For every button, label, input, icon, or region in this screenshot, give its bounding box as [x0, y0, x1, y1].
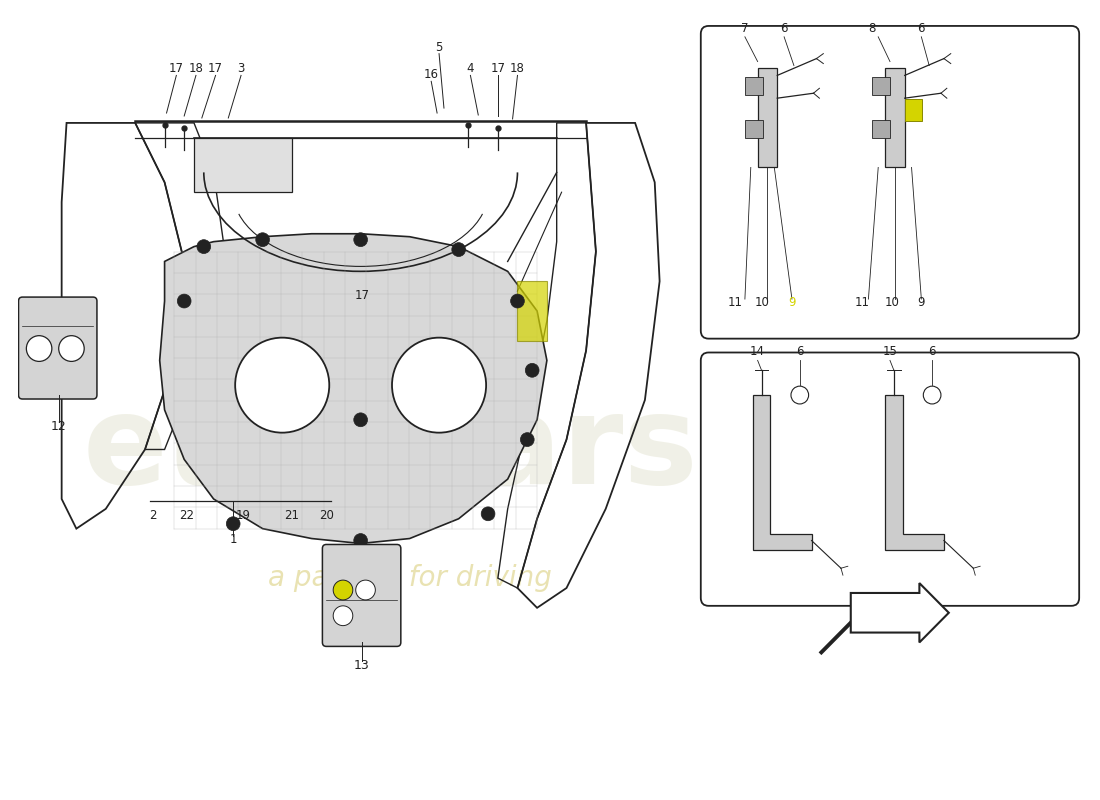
Polygon shape	[752, 395, 812, 550]
Text: 18: 18	[188, 62, 204, 75]
Polygon shape	[517, 282, 547, 341]
Circle shape	[58, 336, 85, 362]
Text: 2: 2	[150, 509, 156, 522]
Text: 15: 15	[882, 346, 898, 358]
Text: 18: 18	[510, 62, 525, 75]
Circle shape	[333, 580, 353, 600]
Text: 6: 6	[796, 346, 803, 358]
Text: 17: 17	[168, 62, 184, 75]
Text: 7: 7	[741, 22, 749, 35]
Polygon shape	[758, 69, 778, 167]
Text: 11: 11	[855, 296, 870, 309]
Text: 3: 3	[238, 62, 244, 75]
Text: 22: 22	[178, 509, 194, 522]
Circle shape	[235, 338, 329, 433]
Circle shape	[526, 363, 539, 378]
Circle shape	[392, 338, 486, 433]
Polygon shape	[160, 234, 547, 543]
Text: 6: 6	[928, 346, 936, 358]
Polygon shape	[886, 69, 904, 167]
Circle shape	[227, 517, 240, 530]
Text: eurocars: eurocars	[82, 389, 697, 510]
Text: 8: 8	[869, 22, 876, 35]
FancyBboxPatch shape	[904, 99, 922, 121]
Circle shape	[510, 294, 525, 308]
Text: 13: 13	[354, 659, 370, 672]
Circle shape	[354, 233, 367, 246]
Circle shape	[26, 336, 52, 362]
FancyBboxPatch shape	[872, 78, 890, 95]
Text: 17: 17	[491, 62, 505, 75]
Circle shape	[177, 294, 191, 308]
Circle shape	[354, 534, 367, 547]
Circle shape	[197, 240, 211, 254]
Text: 21: 21	[285, 509, 299, 522]
Circle shape	[481, 507, 495, 521]
Text: 17: 17	[208, 62, 223, 75]
Circle shape	[355, 580, 375, 600]
Text: 10: 10	[755, 296, 770, 309]
Text: 17: 17	[355, 289, 370, 302]
Text: 1: 1	[230, 534, 236, 546]
Text: 12: 12	[51, 420, 67, 433]
Text: 19: 19	[235, 509, 251, 522]
FancyBboxPatch shape	[322, 545, 400, 646]
Text: 11: 11	[727, 296, 742, 309]
FancyBboxPatch shape	[19, 297, 97, 399]
Text: a passion for driving: a passion for driving	[267, 564, 551, 592]
Text: 9: 9	[789, 296, 795, 309]
Circle shape	[354, 413, 367, 426]
Text: 14: 14	[750, 346, 766, 358]
Text: 10: 10	[884, 296, 900, 309]
Circle shape	[255, 233, 270, 246]
Text: 9: 9	[917, 296, 925, 309]
FancyBboxPatch shape	[701, 26, 1079, 338]
FancyBboxPatch shape	[872, 120, 890, 138]
FancyBboxPatch shape	[701, 353, 1079, 606]
Polygon shape	[850, 583, 949, 642]
Circle shape	[333, 606, 353, 626]
Polygon shape	[194, 138, 292, 192]
Circle shape	[520, 433, 535, 446]
Text: 4: 4	[466, 62, 474, 75]
Text: 6: 6	[917, 22, 925, 35]
Text: 5: 5	[436, 41, 442, 54]
Circle shape	[452, 242, 465, 257]
Text: 20: 20	[319, 509, 333, 522]
FancyBboxPatch shape	[745, 120, 762, 138]
Polygon shape	[886, 395, 944, 550]
FancyBboxPatch shape	[745, 78, 762, 95]
Text: 6: 6	[780, 22, 788, 35]
Text: 16: 16	[424, 68, 439, 82]
